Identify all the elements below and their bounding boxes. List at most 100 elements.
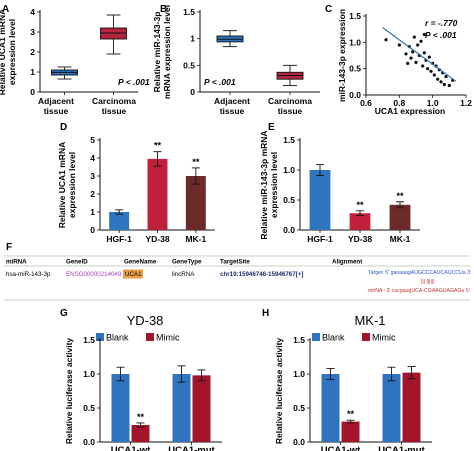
table-cell-targetsite[interactable]: chr19:15946746-15946767[+] (220, 271, 303, 278)
scatter-point (419, 39, 423, 43)
y-tick-label: 1 (30, 67, 35, 77)
scatter-point (416, 43, 420, 47)
legend-label-mimic-g: Mimic (156, 333, 180, 343)
x-tick-label: UCA1-wt (111, 445, 151, 451)
panel-letter-e: E (268, 122, 275, 133)
x-tick-label: YD-38 (145, 234, 169, 244)
bar (349, 213, 371, 230)
table-cell-genename[interactable]: UCA1 (125, 271, 142, 278)
scatter-point (422, 32, 426, 37)
x-tick-label: 0.6 (360, 98, 372, 108)
scatter-point (429, 69, 433, 73)
y-tick-label: 1.5 (293, 335, 305, 345)
legend-swatch-mimic-h (362, 333, 370, 341)
bar (111, 374, 130, 442)
table-header-alignment: Alignment (332, 259, 362, 266)
bar (309, 170, 331, 230)
table-header-targetsite: TargetSite (220, 259, 250, 266)
scatter-point (432, 73, 436, 77)
scatter-point (406, 61, 410, 65)
panel-letter-d: D (60, 122, 67, 133)
panel-h-ylabel: Relative luciferase activity (274, 338, 284, 445)
bar (185, 176, 206, 230)
panel-b-ylabel: Relative miR-143-3pmRNA expression level (152, 5, 172, 99)
table-header-geneid: GeneID (66, 259, 88, 266)
x-tick-label: HGF-1 (106, 234, 132, 244)
y-tick-label: 2 (90, 189, 95, 199)
bar (131, 425, 150, 442)
scatter-point (447, 83, 451, 88)
significance-marker: ** (137, 412, 145, 422)
x-tick-label: 0.8 (393, 98, 405, 108)
bar (192, 375, 211, 442)
table-cell-geneid[interactable]: ENSG00000214049 (66, 271, 122, 278)
y-tick-label: 0.5 (283, 195, 295, 205)
bar (109, 212, 130, 230)
panel-letter-a: A (2, 4, 9, 15)
scatter-point (422, 51, 426, 55)
scatter-point (426, 67, 430, 71)
panel-c-xlabel: UCA1 expression (375, 106, 445, 116)
bar (389, 204, 411, 230)
legend-swatch-mimic-g (146, 333, 154, 341)
panel-a-xlabel-1: Carcinoma tissue (92, 96, 136, 116)
y-tick-label: 1 (190, 34, 195, 44)
scatter-point (384, 38, 388, 42)
y-tick-label: 1.5 (283, 135, 295, 145)
x-tick-label: 1.0 (427, 98, 439, 108)
panel-c-ylabel: miR-143-3p expression (337, 9, 347, 102)
y-tick-label: 0.0 (293, 437, 305, 447)
y-tick-label: 1.0 (83, 369, 95, 379)
panel-letter-h: H (262, 308, 269, 319)
panel-a-xlabel-0: Adjacent tissue (38, 96, 74, 116)
table-cell-mirna: hsa-miR-143-3p (6, 271, 51, 278)
panel-g-title: YD-38 (127, 313, 164, 328)
y-tick-label: 0.0 (283, 225, 295, 235)
y-tick-label: 0.5 (293, 403, 305, 413)
x-tick-label: YD-38 (348, 234, 372, 244)
x-tick-label: MK-1 (390, 234, 411, 244)
panel-d-ylabel: Relative UCA1 mRNAexpression level (57, 142, 77, 228)
panel-letter-f: F (6, 242, 12, 253)
panel-letter-c: C (325, 4, 332, 15)
panel-c-r-value: r = -.770 (425, 18, 458, 28)
scatter-point (427, 55, 431, 59)
panel-e-ylabel: Relative miR-143-3p mRNAexpression level (259, 130, 279, 239)
scatter-point (404, 52, 408, 56)
y-tick-label: 1.0 (349, 37, 361, 47)
panel-b-pvalue: P < .001 (204, 77, 236, 87)
bar (147, 158, 168, 230)
panel-letter-g: G (60, 308, 68, 319)
x-tick-label: UCA1-wt (321, 445, 361, 451)
panel-d-chart: Relative UCA1 mRNAexpression level 0 1 2 3 4… (57, 135, 215, 244)
table-header-genetype: GeneType (172, 259, 202, 266)
x-tick-label: HGF-1 (307, 234, 333, 244)
bar (341, 421, 360, 442)
significance-marker: ** (347, 409, 355, 419)
panel-h-chart: MK-1 Blank Mimic Relative luciferase act… (274, 313, 432, 451)
x-tick-label: UCA1-mut (168, 445, 215, 451)
scatter-point (412, 35, 416, 39)
bar (321, 374, 340, 442)
panel-a-ylabel: Relative UCA1 mRNAexpression level (0, 9, 17, 95)
y-tick-label: 0 (30, 87, 35, 97)
y-tick-label: 1 (90, 207, 95, 217)
table-cell-genetype: lincRNA (172, 271, 195, 278)
significance-marker: ** (154, 141, 162, 151)
genename-highlight (123, 269, 143, 279)
panel-a-chart: Relative UCA1 mRNAexpression level 0 1 2 3 4… (0, 7, 150, 116)
bar (172, 374, 191, 442)
bar (382, 374, 401, 442)
legend-label-mimic-h: Mimic (372, 333, 396, 343)
panel-f-table: miRNA GeneID GeneName GeneType TargetSit… (4, 255, 471, 301)
panel-e-chart: Relative miR-143-3p mRNAexpression level… (259, 130, 420, 244)
y-tick-label: 4 (30, 7, 35, 17)
y-tick-label: 2 (30, 47, 35, 57)
y-tick-label: 0 (190, 87, 195, 97)
y-tick-label: 0.0 (83, 437, 95, 447)
regression-line (382, 27, 457, 82)
panel-g-chart: YD-38 Blank Mimic Relative luciferase ac… (64, 313, 222, 451)
legend-swatch-blank-h (312, 333, 320, 341)
scatter-point (409, 56, 413, 60)
